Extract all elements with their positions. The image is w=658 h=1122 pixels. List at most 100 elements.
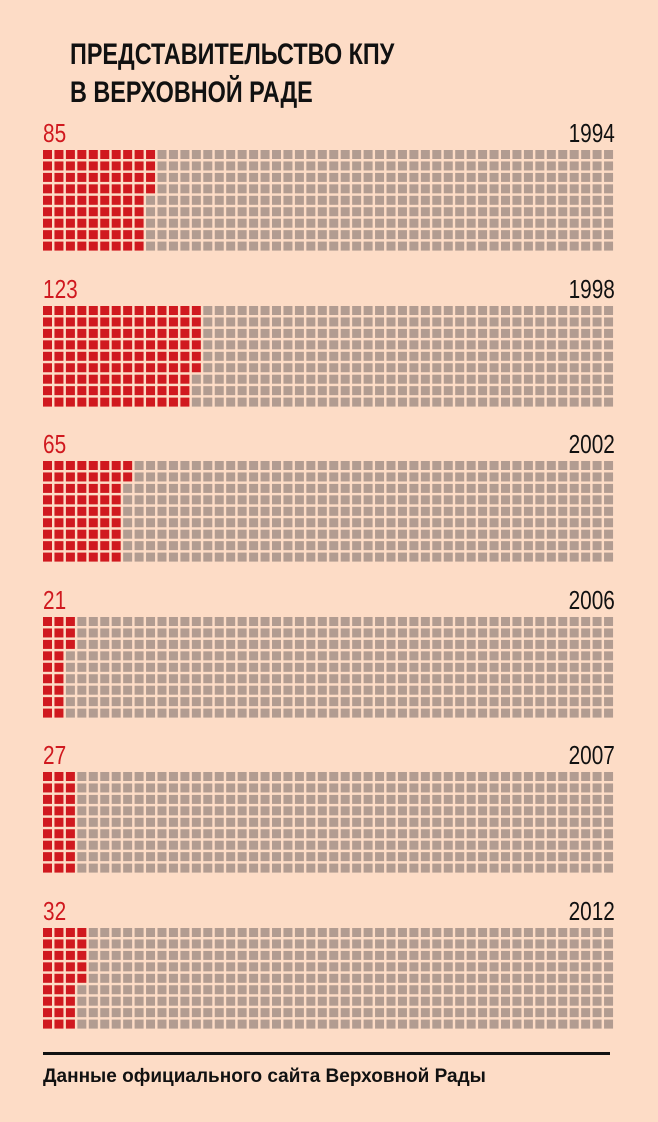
seat-cell-other [581, 397, 591, 407]
seat-cell-other [443, 362, 453, 372]
seat-cell-other [272, 1019, 281, 1029]
seat-cell-other [546, 483, 556, 493]
seat-cell-kpu [180, 316, 190, 326]
seat-cell-other [329, 1019, 339, 1029]
seat-cell-other [237, 961, 247, 971]
seat-cell-kpu [157, 316, 167, 326]
seat-cell-other [409, 927, 419, 937]
seat-cell-other [272, 184, 281, 194]
seat-cell-other [535, 461, 545, 470]
seat-cell-other [329, 483, 339, 493]
seat-cell-other [180, 662, 190, 672]
seat-cell-other [432, 195, 442, 205]
seat-cell-other [501, 150, 510, 159]
seat-cell-other [111, 938, 121, 948]
seat-cell-other [157, 794, 167, 804]
seat-cell-kpu [43, 840, 52, 850]
seat-cell-other [581, 184, 591, 194]
seat-cell-other [77, 829, 87, 839]
seat-cell-other [168, 950, 178, 960]
seat-cell-other [340, 950, 350, 960]
seat-cell-other [272, 662, 281, 672]
seat-cell-kpu [43, 639, 52, 649]
seat-cell-other [375, 316, 385, 326]
seat-cell-other [123, 996, 133, 1006]
seat-cell-other [512, 696, 522, 706]
seat-cell-other [191, 696, 201, 706]
seat-cell-other [134, 616, 144, 626]
seat-cell-other [306, 662, 316, 672]
seat-cell-other [340, 385, 350, 395]
seat-cell-other [443, 685, 453, 695]
seat-cell-other [523, 207, 533, 217]
seat-cell-other [88, 662, 98, 672]
seat-cell-other [466, 772, 476, 781]
seat-cell-other [581, 938, 591, 948]
seat-cell-other [386, 506, 396, 516]
seat-cell-other [111, 1019, 121, 1029]
seat-cell-other [306, 708, 316, 718]
seat-cell-other [226, 461, 236, 470]
seat-cell-other [123, 685, 133, 695]
seat-cell-kpu [54, 483, 64, 493]
seat-cell-other [569, 339, 579, 349]
seat-cell-kpu [146, 305, 156, 315]
seat-cell-other [226, 172, 236, 182]
seat-cell-other [592, 506, 602, 516]
seat-cell-other [329, 506, 339, 516]
seat-cell-other [489, 673, 499, 683]
seat-cell-kpu [111, 328, 121, 338]
seat-cell-kpu [65, 328, 75, 338]
seat-cell-other [489, 829, 499, 839]
seat-cell-other [363, 772, 373, 781]
seat-cell-other [340, 961, 350, 971]
seat-cell-other [478, 627, 488, 637]
seat-cell-other [214, 218, 224, 228]
seat-cell-other [512, 806, 522, 816]
seat-cell-other [352, 783, 362, 793]
seat-cell-other [329, 172, 339, 182]
seat-cell-other [478, 829, 488, 839]
seat-cell-kpu [123, 472, 133, 482]
seat-cell-other [168, 541, 178, 551]
seat-cell-other [604, 794, 614, 804]
seat-cell-other [317, 794, 327, 804]
seat-cell-other [558, 840, 568, 850]
seat-cell-kpu [123, 172, 133, 182]
seat-cell-other [237, 852, 247, 862]
seat-cell-kpu [77, 973, 87, 983]
seat-cell-other [512, 708, 522, 718]
seat-cell-kpu [77, 397, 87, 407]
seat-cell-kpu [54, 150, 64, 159]
seat-cell-other [294, 996, 304, 1006]
seat-cell-other [420, 950, 430, 960]
seat-cell-other [420, 840, 430, 850]
seat-cell-other [352, 241, 362, 251]
seat-cell-other [512, 328, 522, 338]
seat-cell-other [558, 495, 568, 505]
seat-cell-other [592, 150, 602, 159]
seat-cell-other [249, 685, 259, 695]
seat-cell-other [352, 351, 362, 361]
seat-cell-other [317, 627, 327, 637]
seat-cell-other [214, 385, 224, 395]
seat-cell-other [363, 150, 373, 159]
seat-cell-other [501, 495, 510, 505]
seat-cell-other [100, 840, 110, 850]
seat-cell-other [512, 863, 522, 873]
seat-cell-kpu [134, 207, 144, 217]
seat-cell-other [501, 627, 510, 637]
seat-cell-other [409, 506, 419, 516]
seat-cell-other [489, 483, 499, 493]
seat-cell-other [489, 927, 499, 937]
seat-cell-other [569, 639, 579, 649]
seat-cell-other [203, 616, 213, 626]
seat-cell-other [512, 461, 522, 470]
seat-cell-other [604, 529, 614, 539]
seat-cell-kpu [65, 472, 75, 482]
seat-cell-other [317, 495, 327, 505]
seat-cell-other [420, 1007, 430, 1017]
seat-cell-other [340, 806, 350, 816]
seat-cell-other [512, 207, 522, 217]
seat-cell-other [191, 616, 201, 626]
